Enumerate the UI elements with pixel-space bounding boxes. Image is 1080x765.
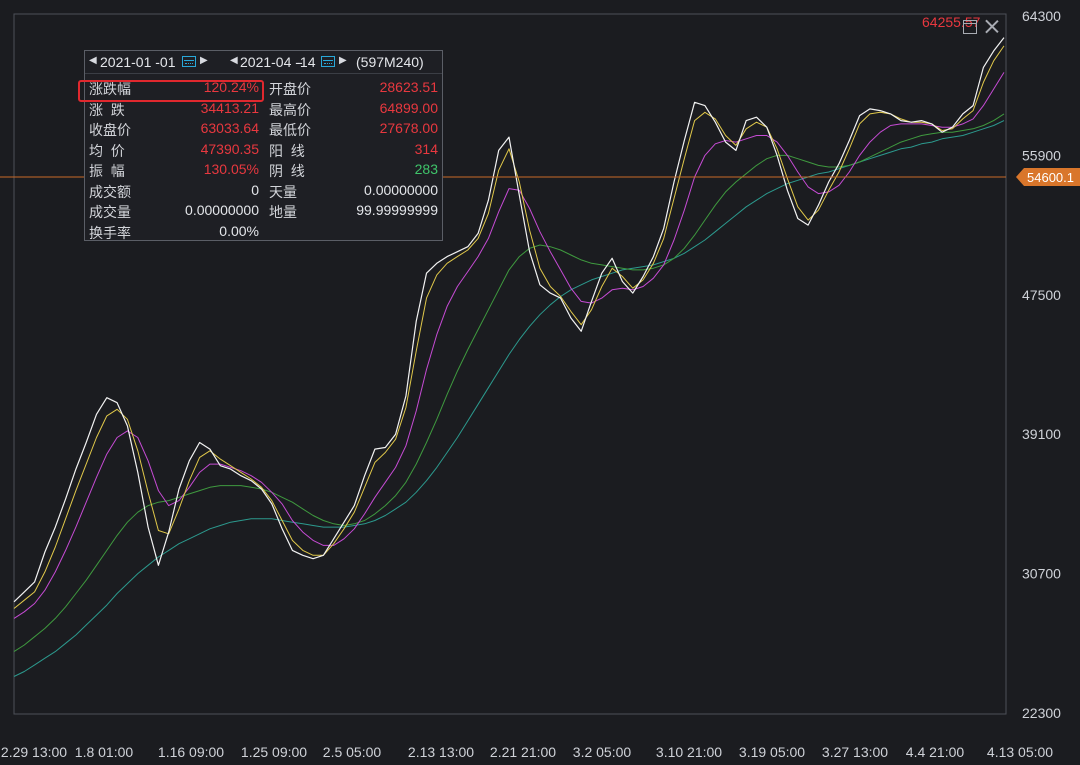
x-tick-label: 3.27 13:00 [822,744,888,760]
stat-label: 最高价 [269,101,311,118]
series-line [13,37,1005,603]
stat-value: 34413.21 [200,99,259,116]
series-line [13,120,1005,677]
stat-value: 283 [414,161,438,177]
stat-row: 收盘价 63033.64 最低价 27678.00 [85,119,442,139]
x-tick-label: 1.25 09:00 [241,744,307,760]
start-date-field[interactable]: 2021-01 -01 [100,54,176,70]
stat-value: 63033.64 [200,120,259,136]
x-tick-label: 2.5 05:00 [323,744,382,760]
stat-label: 成交额 [89,183,131,200]
stat-label: 成交量 [89,204,131,220]
series-line [13,113,1005,653]
x-tick-label: 4.4 21:00 [906,744,965,760]
start-date-next-icon[interactable]: ▶ [200,55,208,66]
y-tick-label: 39100 [1022,426,1061,442]
stat-label: 均 价 [89,142,125,159]
stat-value: 64899.00 [379,99,438,116]
y-tick-label: 55900 [1022,147,1061,163]
stat-label: 最低价 [269,122,311,138]
end-date-prev-icon[interactable]: ◀ [230,55,238,66]
current-price-label: 54600.1 [1027,170,1074,185]
stat-label: 地量 [269,204,297,220]
stat-row: 涨跌幅 120.24% 开盘价 28623.51 [85,78,442,98]
series-layer [13,37,1005,677]
date-range-separator: - [298,54,303,70]
x-tick-label: 1.8 01:00 [75,744,134,760]
x-tick-label: 3.10 21:00 [656,744,722,760]
date-range-bar: ◀ 2021-01 -01 ▶ - ◀ 2021-04 -14 ▶ (597M2… [85,51,442,74]
stat-label: 换手率 [89,224,131,241]
start-date-prev-icon[interactable]: ◀ [89,55,97,66]
current-price-tag-shape [1016,167,1080,186]
end-date-field[interactable]: 2021-04 -14 [240,54,316,70]
stat-row: 成交额 0 天量 0.00000000 [85,181,442,201]
stat-row: 成交量 0.00000000 地量 99.99999999 [85,201,442,221]
close-icon[interactable] [984,18,1000,34]
stat-value: 27678.00 [379,120,438,136]
y-tick-label: 22300 [1022,705,1061,721]
stat-value: 130.05% [203,161,259,177]
stat-value: 120.24% [203,79,259,95]
stat-value: 314 [414,140,438,157]
stat-label: 收盘价 [89,122,131,138]
start-calendar-icon[interactable] [182,56,196,67]
x-tick-label: 2.29 13:00 [1,744,67,760]
stat-label: 振 幅 [89,163,125,179]
stats-panel: ◀ 2021-01 -01 ▶ - ◀ 2021-04 -14 ▶ (597M2… [84,50,443,241]
x-tick-label: 2.21 21:00 [490,744,556,760]
stat-value: 0 [251,181,259,198]
end-date-next-icon[interactable]: ▶ [339,55,347,66]
stat-value: 28623.51 [379,79,438,95]
maximize-icon[interactable] [963,20,977,34]
stat-label: 涨 跌 [89,101,125,118]
stat-label: 阳 线 [269,142,305,159]
stat-value: 0.00% [219,222,259,239]
stat-value: 0.00000000 [364,181,438,198]
y-axis-ticks: 64300 55900 47500 39100 30700 22300 [1022,8,1061,721]
end-calendar-icon[interactable] [321,56,335,67]
x-tick-label: 3.2 05:00 [573,744,632,760]
last-high-label: 64255.57 [922,14,981,30]
series-line [13,72,1005,619]
stat-row: 涨 跌 34413.21 最高价 64899.00 [85,99,442,119]
highlight-box [78,80,264,102]
x-tick-label: 3.19 05:00 [739,744,805,760]
stat-value: 99.99999999 [356,202,438,218]
x-tick-label: 1.16 09:00 [158,744,224,760]
stat-label: 阴 线 [269,163,305,179]
stat-value: 47390.35 [200,140,259,157]
stat-label: 涨跌幅 [89,81,131,97]
bar-count: (597M240) [356,54,424,70]
stat-row: 均 价 47390.35 阳 线 314 [85,140,442,160]
x-tick-label: 2.13 13:00 [408,744,474,760]
stat-label: 开盘价 [269,81,311,97]
stat-value: 0.00000000 [185,202,259,218]
y-tick-label: 30700 [1022,566,1061,582]
stat-row: 换手率 0.00% [85,222,442,242]
y-tick-label: 64300 [1022,8,1061,24]
x-axis-ticks: 2.29 13:00 1.8 01:00 1.16 09:00 1.25 09:00 2… [1,744,1053,760]
y-tick-label: 47500 [1022,287,1061,303]
series-line [13,45,1005,609]
stat-row: 振 幅 130.05% 阴 线 283 [85,160,442,180]
current-price-tag: 54600.1 [1016,167,1080,186]
x-tick-label: 4.13 05:00 [987,744,1053,760]
stat-label: 天量 [269,183,297,200]
